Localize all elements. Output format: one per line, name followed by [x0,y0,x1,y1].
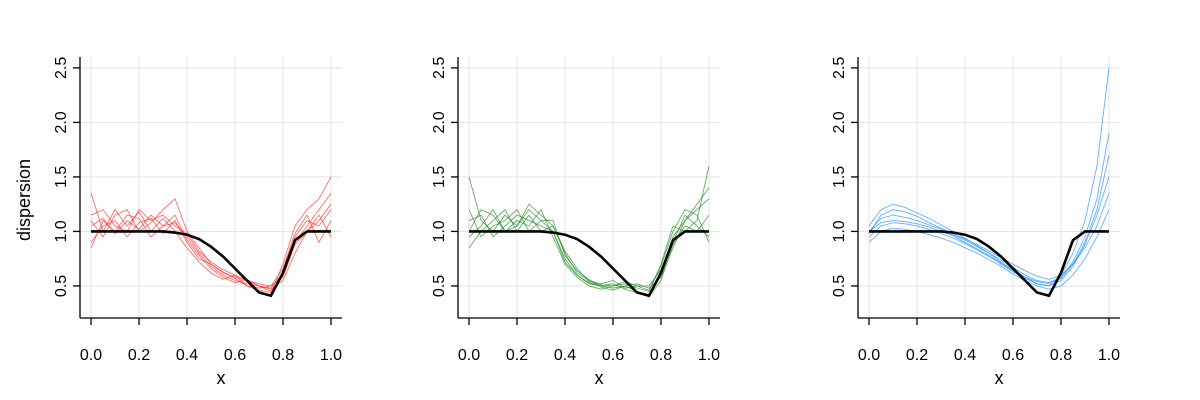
x-tick-label: 0.8 [272,347,294,364]
sample-curve [868,193,1110,280]
y-tick-label: 2.5 [831,57,848,79]
y-tick-label: 0.5 [831,275,848,297]
x-tick-label: 0.0 [458,347,480,364]
sample-curve [468,214,710,298]
sample-curve [468,176,710,296]
reference-curve [91,230,331,298]
y-tick-label: 1.0 [431,220,448,242]
y-tick-label: 1.5 [53,166,70,188]
sample-curve [90,209,332,289]
x-tick-label: 0.4 [176,347,198,364]
y-tick-label: 0.5 [431,275,448,297]
y-tick-label: 2.0 [831,111,848,133]
y-axis-label: dispersion [14,159,34,241]
x-axis-label: x [217,368,226,388]
x-tick-label: 0.6 [1002,347,1024,364]
x-tick-label: 0.4 [554,347,576,364]
y-tick-label: 2.5 [53,57,70,79]
sample-curve [868,209,1110,290]
x-tick-label: 1.0 [1098,347,1120,364]
panel: 0.0 0.2 0.4 0.6 0.8 1.0 0.5 1.0 1.5 2.0 2.5 x [831,57,1120,388]
sample-curve [468,203,710,291]
panel: 0.0 0.2 0.4 0.6 0.8 1.0 0.5 1.0 1.5 2.0 2.5 x disper… [14,57,342,388]
reference-curve [469,230,709,298]
panel: 0.0 0.2 0.4 0.6 0.8 1.0 0.5 1.0 1.5 2.0 2.5 x [431,57,720,388]
x-tick-label: 0.0 [80,347,102,364]
x-tick-label: 0.6 [602,347,624,364]
x-tick-label: 0.8 [1050,347,1072,364]
y-tick-label: 1.0 [831,220,848,242]
y-tick-label: 1.5 [831,166,848,188]
sample-curve [868,155,1110,285]
y-tick-label: 2.0 [53,111,70,133]
x-tick-label: 0.6 [224,347,246,364]
sample-curve [90,197,332,289]
x-tick-label: 1.0 [698,347,720,364]
y-tick-label: 2.5 [431,57,448,79]
x-axis-label: x [995,368,1004,388]
y-tick-label: 0.5 [53,275,70,297]
x-tick-label: 0.2 [506,347,528,364]
reference-curve [869,230,1109,298]
x-axis-label: x [595,368,604,388]
y-tick-label: 1.0 [53,220,70,242]
x-tick-label: 0.0 [858,347,880,364]
sample-curve [90,176,332,293]
y-tick-label: 1.5 [431,166,448,188]
x-tick-label: 0.2 [128,347,150,364]
sample-curve [90,203,332,290]
sample-curve [868,176,1110,287]
x-tick-label: 0.4 [954,347,976,364]
sample-curve [868,67,1110,287]
y-tick-label: 2.0 [431,111,448,133]
x-tick-label: 0.2 [906,347,928,364]
x-tick-label: 0.8 [650,347,672,364]
sample-curve [468,165,710,292]
x-tick-label: 1.0 [320,347,342,364]
